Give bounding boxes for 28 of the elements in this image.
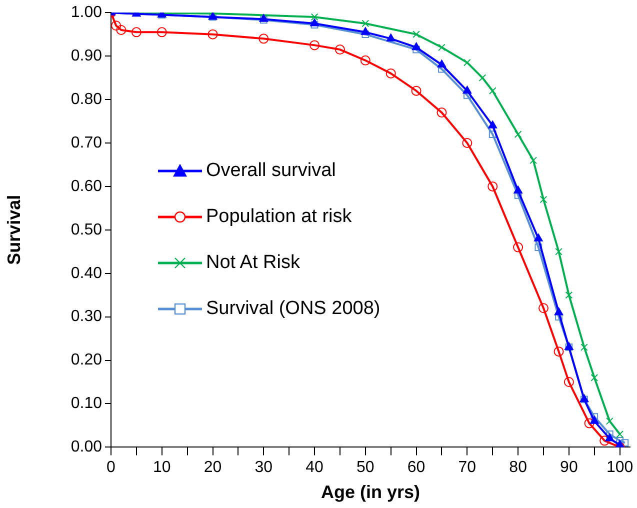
- y-tick-label: 0.60: [70, 178, 102, 195]
- x-tick-label: 20: [204, 459, 222, 476]
- x-tick-label: 10: [152, 459, 171, 476]
- x-tick-label: 30: [254, 459, 273, 476]
- y-tick-label: 0.50: [70, 221, 102, 238]
- legend-label: Overall survival: [206, 160, 336, 182]
- y-tick-label: 0.30: [70, 308, 102, 326]
- y-tick-label: 0.70: [70, 134, 102, 152]
- y-tick-label: 0.00: [70, 438, 102, 456]
- x-tick-label: 50: [356, 459, 374, 476]
- x-tick-label: 40: [306, 459, 324, 476]
- x-axis-title: Age (in yrs): [320, 482, 420, 502]
- y-tick-label: 0.40: [70, 264, 102, 282]
- x-tick-label: 90: [560, 459, 578, 476]
- x-tick-label: 80: [509, 459, 528, 476]
- x-tick-label: 0: [106, 459, 116, 476]
- y-tick-label: 0.10: [70, 395, 102, 412]
- x-tick-label: 100: [606, 459, 634, 476]
- legend-label: Population at risk: [206, 206, 352, 228]
- y-axis-title: Survival: [4, 194, 24, 265]
- legend-label: Not At Risk: [206, 252, 300, 274]
- y-tick-label: 0.80: [70, 90, 102, 108]
- y-tick-label: 0.90: [70, 47, 102, 64]
- x-tick-label: 60: [407, 459, 426, 476]
- legend-label: Survival (ONS 2008): [206, 298, 380, 320]
- x-tick-label: 70: [458, 459, 476, 476]
- y-tick-label: 1.00: [70, 4, 102, 22]
- y-tick-label: 0.20: [70, 352, 102, 369]
